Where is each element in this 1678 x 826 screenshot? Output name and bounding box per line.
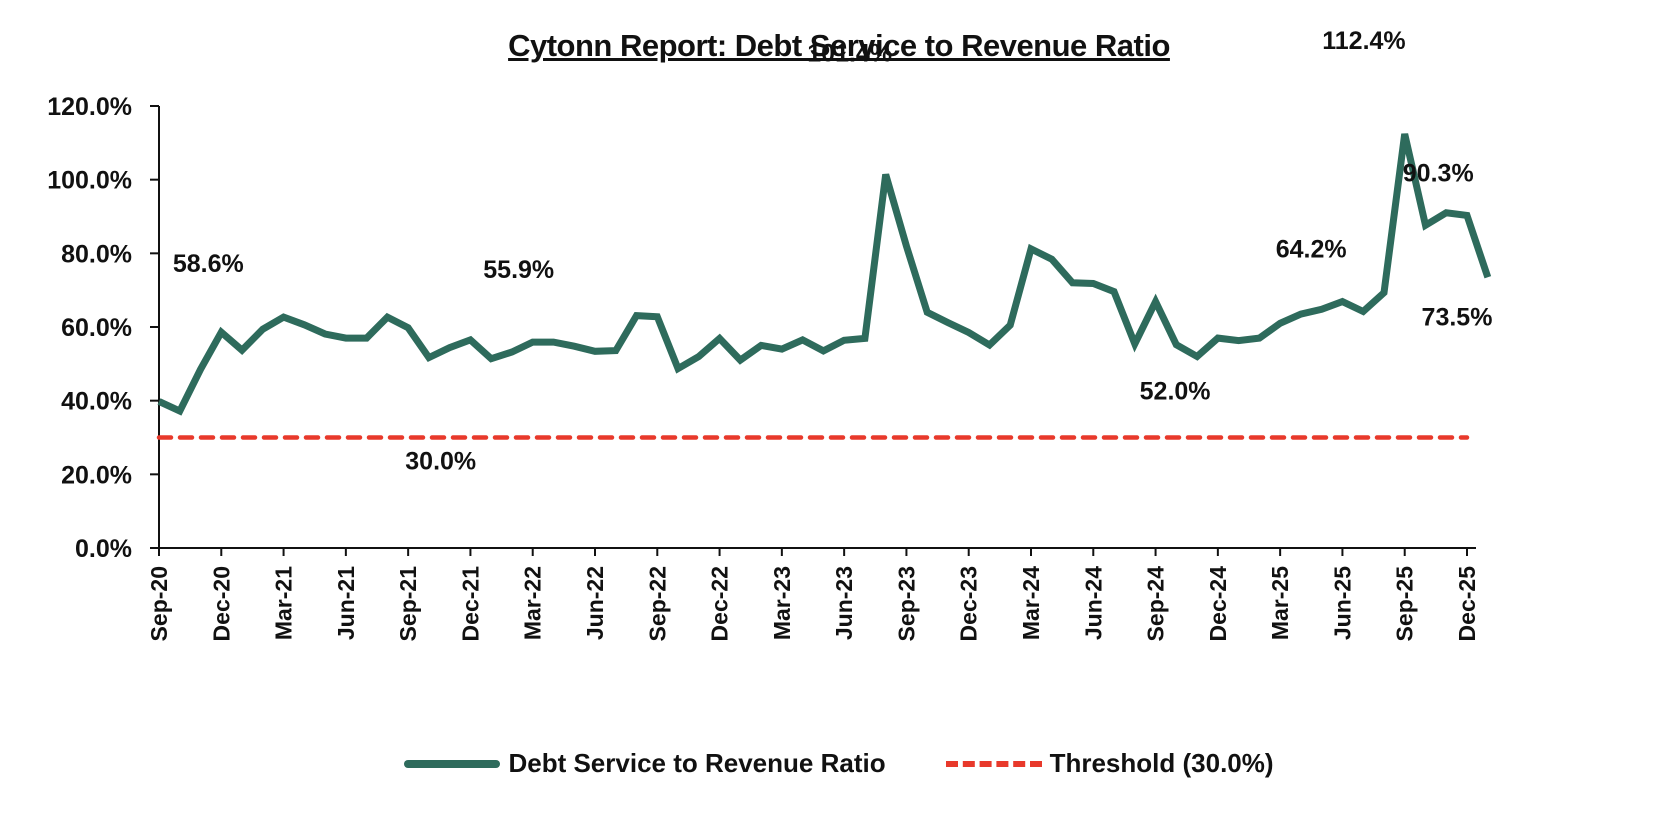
x-tick-label: Mar-23 [769, 566, 795, 640]
y-tick-label: 80.0% [61, 240, 132, 268]
data-label: 55.9% [483, 256, 554, 284]
data-label: 30.0% [405, 448, 476, 476]
y-tick-label: 60.0% [61, 314, 132, 342]
legend-item-threshold[interactable]: Threshold (30.0%) [945, 748, 1274, 779]
x-tick-label: Dec-20 [208, 566, 234, 641]
data-label: 64.2% [1276, 236, 1347, 264]
x-tick-label: Jun-24 [1080, 566, 1106, 640]
x-tick-label: Mar-21 [271, 566, 297, 640]
x-tick-label: Sep-20 [146, 566, 172, 641]
ratio-series [157, 133, 1492, 416]
legend-swatch-solid-line-icon [404, 759, 501, 768]
data-label: 73.5% [1422, 303, 1493, 331]
x-tick-label: Mar-24 [1018, 566, 1044, 640]
x-tick-label: Mar-25 [1267, 566, 1293, 640]
legend-label-threshold: Threshold (30.0%) [1049, 748, 1274, 778]
x-tick-label: Dec-21 [457, 566, 483, 642]
x-tick-label: Sep-22 [644, 566, 670, 641]
x-tick-label: Jun-22 [582, 566, 608, 640]
data-label: 90.3% [1403, 159, 1474, 187]
x-tick-label: Jun-21 [333, 566, 359, 640]
x-tick-label: Mar-22 [520, 566, 546, 640]
x-tick-label: Sep-24 [1143, 566, 1169, 642]
x-tick-label: Jun-23 [831, 566, 857, 640]
x-tick-label: Dec-24 [1205, 566, 1231, 642]
x-tick-label: Sep-21 [395, 566, 421, 642]
x-tick-label: Sep-25 [1392, 566, 1418, 642]
x-tick-label: Dec-22 [707, 566, 733, 641]
x-tick-label: Sep-23 [893, 566, 919, 641]
x-tick-label: Dec-23 [956, 566, 982, 641]
y-tick-label: 100.0% [47, 167, 132, 195]
legend-label-ratio: Debt Service to Revenue Ratio [508, 748, 886, 778]
y-tick-label: 120.0% [47, 93, 132, 121]
x-axis: Sep-20 Dec-20 Mar-21 Jun-21 Sep-21 Dec-21 Mar-… [146, 547, 1480, 642]
y-tick-label: 0.0% [75, 535, 132, 563]
data-label: 52.0% [1140, 377, 1211, 405]
y-tick-label: 20.0% [61, 461, 132, 489]
data-labels: 58.6% 55.9% 30.0% 101.4% 52.0% 64.2% 112.4% 90.… [173, 27, 1493, 476]
chart-title: Cytonn Report: Debt Service to Revenue R… [508, 28, 1170, 63]
legend-swatch-dashed-line-icon [945, 760, 1042, 767]
y-axis: 0.0% 20.0% 40.0% 60.0% 80.0% 100.0% 120.0% [47, 93, 160, 563]
data-label: 112.4% [1322, 27, 1405, 55]
x-tick-label: Jun-25 [1329, 566, 1355, 640]
y-tick-label: 40.0% [61, 388, 132, 416]
data-label: 101.4% [807, 40, 892, 68]
data-label: 58.6% [173, 250, 244, 278]
legend-item-ratio[interactable]: Debt Service to Revenue Ratio [404, 748, 886, 779]
x-tick-label: Dec-25 [1454, 566, 1480, 642]
legend: Debt Service to Revenue Ratio Threshold … [0, 748, 1678, 779]
ratio-line [157, 133, 1492, 416]
